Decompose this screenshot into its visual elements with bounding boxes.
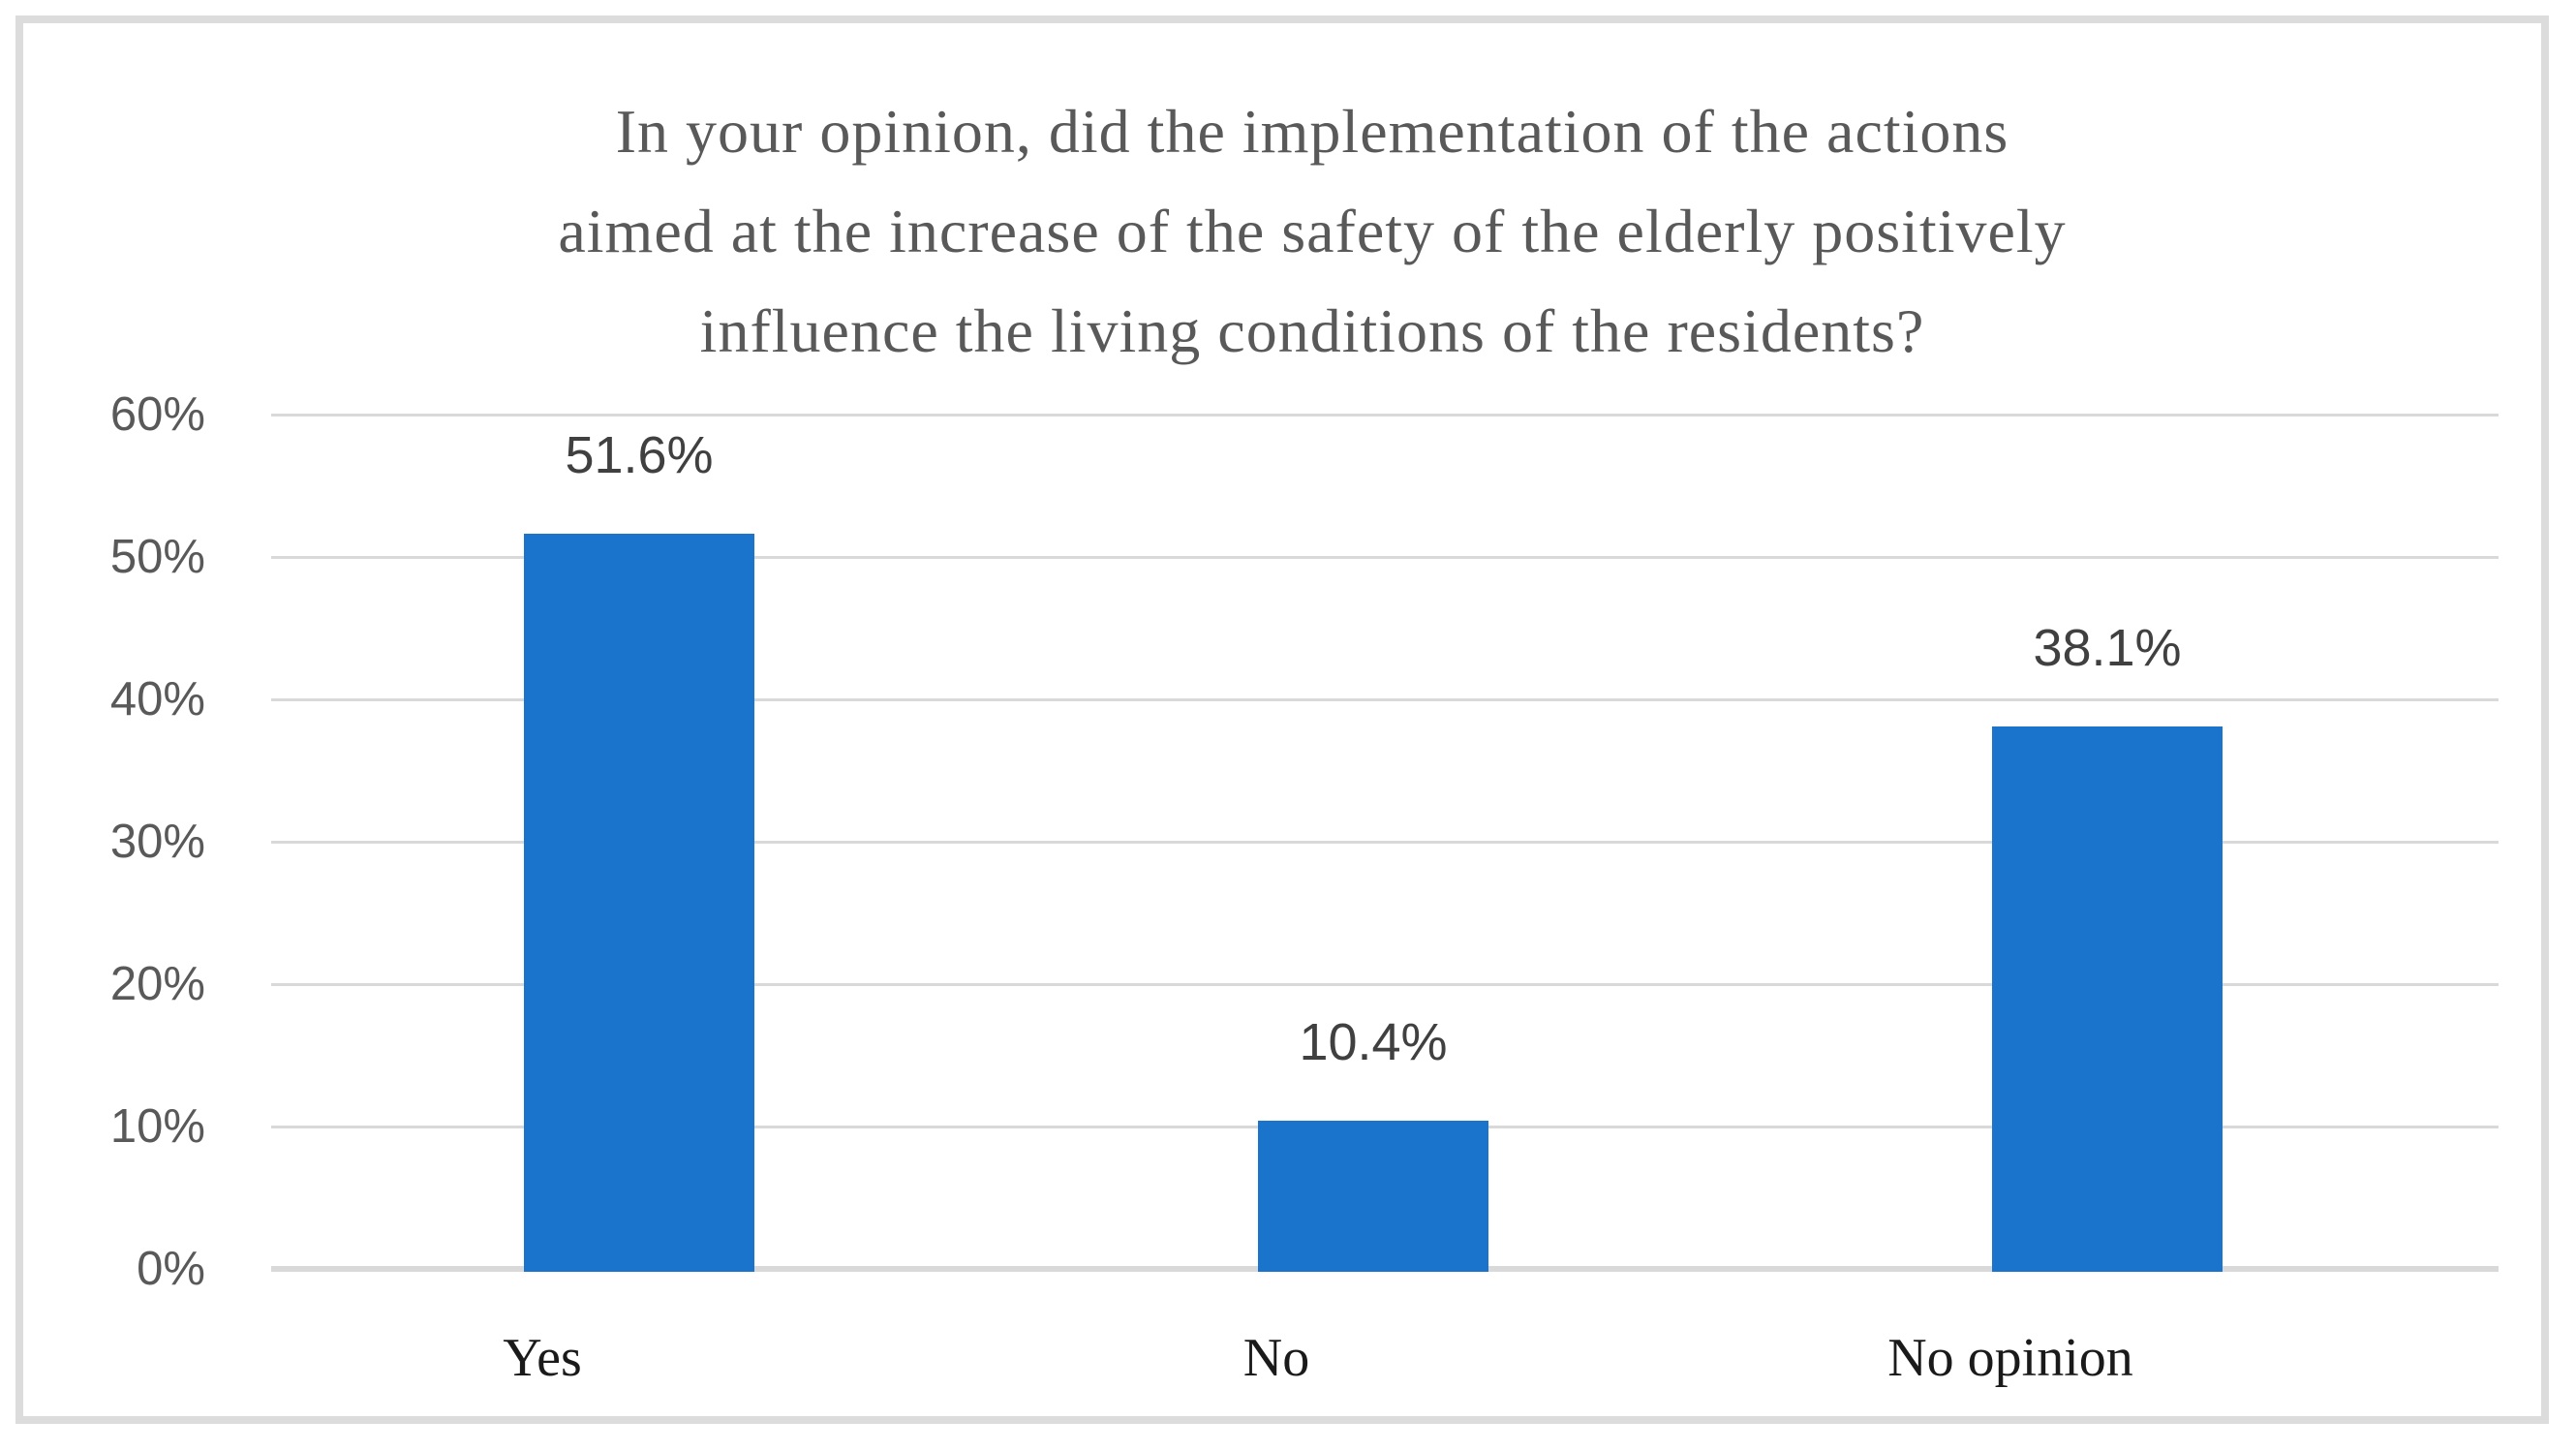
- chart-title-line-3: influence the living conditions of the r…: [699, 296, 1925, 365]
- gridline: [271, 697, 2499, 701]
- chart-title-line-1: In your opinion, did the implementation …: [615, 97, 2009, 166]
- y-tick-label: 60%: [109, 388, 205, 441]
- category-label-yes: Yes: [503, 1328, 582, 1388]
- data-label: 38.1%: [2033, 618, 2182, 677]
- y-tick-label: 50%: [109, 531, 205, 583]
- bar-yes: [524, 534, 754, 1272]
- chart-title-line-2: aimed at the increase of the safety of t…: [558, 197, 2067, 265]
- y-tick-label: 30%: [109, 816, 205, 868]
- gridline: [271, 555, 2499, 559]
- y-tick-label: 10%: [109, 1100, 205, 1153]
- category-label-no-opinion: No opinion: [1887, 1328, 2133, 1388]
- y-tick-label: 20%: [109, 958, 205, 1010]
- gridline: [271, 982, 2499, 986]
- gridline: [271, 413, 2499, 417]
- category-label-no: No: [1242, 1328, 1310, 1388]
- bar-no-opinion: [1992, 726, 2223, 1272]
- gridline: [271, 840, 2499, 844]
- data-label: 51.6%: [565, 426, 714, 485]
- chart-title: In your opinion, did the implementation …: [344, 81, 2281, 381]
- y-tick-label: 40%: [109, 673, 205, 726]
- data-label: 10.4%: [1299, 1013, 1448, 1072]
- bar-no: [1258, 1121, 1488, 1272]
- y-tick-label: 0%: [137, 1243, 205, 1295]
